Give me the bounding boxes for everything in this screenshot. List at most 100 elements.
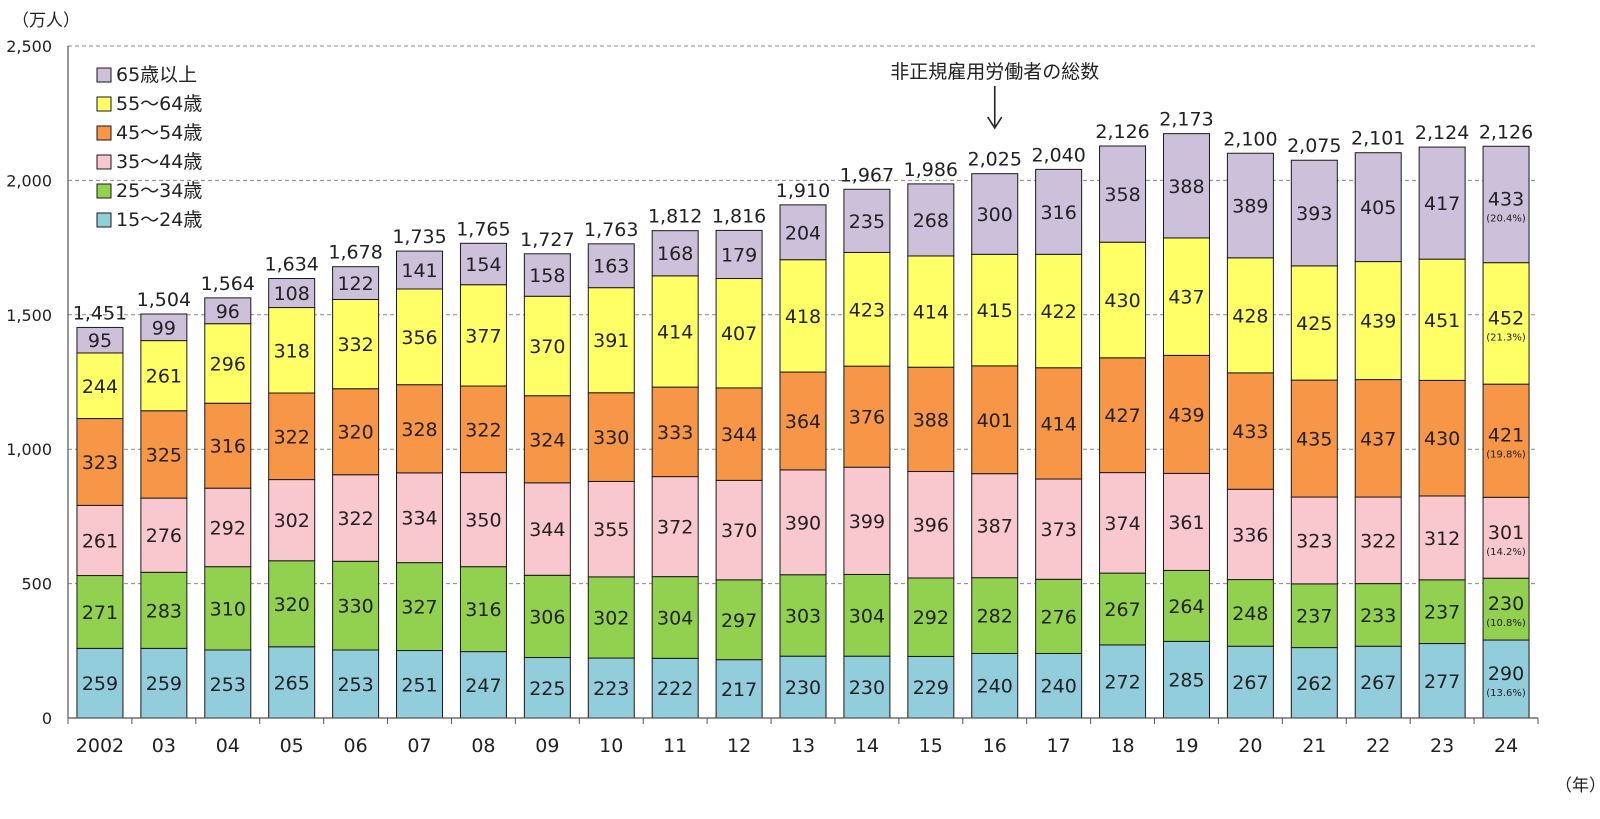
bar-segment <box>332 266 380 300</box>
percentage-label: (21.3%) <box>1486 332 1526 343</box>
data-label: 247 <box>465 675 501 697</box>
data-label: 318 <box>274 340 310 362</box>
data-label: 158 <box>529 265 565 287</box>
data-label: 312 <box>1424 528 1460 550</box>
bar-segment <box>651 275 699 388</box>
bar-segment <box>140 313 188 342</box>
x-tick-label: 05 <box>280 735 304 757</box>
bar-segment <box>268 560 316 648</box>
data-label: 325 <box>146 444 182 466</box>
bar-segment <box>1099 472 1147 574</box>
y-tick-label: 1,000 <box>6 440 52 459</box>
data-label: 388 <box>913 409 949 431</box>
data-label: 418 <box>785 306 821 328</box>
bar-segment <box>1418 643 1466 719</box>
total-label: 1,678 <box>328 242 382 264</box>
data-label: 439 <box>1168 404 1204 426</box>
total-label: 1,564 <box>201 273 255 295</box>
bar-segment <box>1226 579 1274 647</box>
bar-segment <box>715 387 763 481</box>
data-label: 399 <box>849 511 885 533</box>
total-label: 2,040 <box>1031 144 1085 166</box>
bar-segment <box>1035 168 1083 255</box>
data-label: 230 <box>849 677 885 699</box>
total-label: 1,735 <box>392 226 446 248</box>
data-label: 225 <box>529 678 565 700</box>
data-label: 322 <box>465 419 501 441</box>
bar-segment <box>843 251 891 367</box>
x-tick-label: 19 <box>1174 735 1198 757</box>
data-label: 179 <box>721 244 757 266</box>
y-axis-unit-label: （万人） <box>12 11 80 31</box>
data-label: 233 <box>1360 605 1396 627</box>
bar-segment <box>459 472 507 568</box>
data-label: 437 <box>1168 287 1204 309</box>
data-label: 292 <box>210 517 246 539</box>
bar-segment <box>204 402 252 489</box>
bar-segment <box>843 365 891 468</box>
data-label: 316 <box>1041 202 1077 224</box>
bar-segment <box>907 255 955 368</box>
axes: （万人） （年） 0 500 1,000 1,500 2,000 2,500 2002 03 0… <box>6 11 1600 796</box>
bar-segment <box>1035 478 1083 580</box>
data-label: 222 <box>657 678 693 700</box>
bar-segment <box>971 253 1019 367</box>
data-label: 388 <box>1168 176 1204 198</box>
bar-segment <box>1099 241 1147 359</box>
bar-segment <box>779 204 827 261</box>
data-label: 356 <box>401 327 437 349</box>
data-label: 108 <box>274 283 310 305</box>
data-label: 376 <box>849 407 885 429</box>
bar-segment <box>715 229 763 280</box>
data-label: 301 <box>1488 522 1524 544</box>
bar-segment <box>907 183 955 257</box>
bar-segment <box>1226 488 1274 581</box>
legend-swatch <box>96 96 112 112</box>
x-tick-label: 22 <box>1366 735 1390 757</box>
bar-segment <box>843 188 891 253</box>
data-label: 422 <box>1041 301 1077 323</box>
total-label: 2,124 <box>1415 122 1469 144</box>
x-axis-unit-label: （年） <box>1555 776 1600 796</box>
total-label: 1,812 <box>648 206 702 228</box>
bar-segment <box>268 392 316 481</box>
data-label: 99 <box>152 317 176 339</box>
annotation-arrow-head <box>987 116 1003 130</box>
data-label: 267 <box>1360 672 1396 694</box>
data-label: 396 <box>913 515 949 537</box>
legend-label: 35～44歳 <box>116 151 202 173</box>
bar-segment <box>907 577 955 657</box>
data-label: 237 <box>1296 606 1332 628</box>
data-label: 141 <box>401 260 437 282</box>
bar-segment <box>396 384 444 474</box>
legend-label: 15～24歳 <box>116 209 202 231</box>
legend-swatch <box>96 154 112 170</box>
bar-segment <box>268 646 316 719</box>
data-label: 433 <box>1232 421 1268 443</box>
data-label: 229 <box>913 677 949 699</box>
bar-segment <box>843 655 891 719</box>
bar-segment <box>396 472 444 564</box>
bar-segment <box>396 562 444 652</box>
total-label: 1,727 <box>520 229 574 251</box>
data-label: 283 <box>146 600 182 622</box>
data-label: 451 <box>1424 310 1460 332</box>
bar-segment <box>1482 383 1530 498</box>
x-tick-label: 03 <box>152 735 176 757</box>
total-label: 2,101 <box>1351 128 1405 150</box>
x-tick-label: 21 <box>1302 735 1326 757</box>
bar-segment <box>971 173 1019 255</box>
data-label: 390 <box>785 512 821 534</box>
bar-segment <box>779 371 827 471</box>
data-label: 302 <box>593 607 629 629</box>
data-label: 277 <box>1424 671 1460 693</box>
total-label: 1,765 <box>456 218 510 240</box>
data-label: 267 <box>1104 599 1140 621</box>
bar-segment <box>1226 645 1274 719</box>
data-label: 240 <box>1041 676 1077 698</box>
x-tick-label: 15 <box>919 735 943 757</box>
bar-segment <box>1482 145 1530 264</box>
y-tick-label: 2,500 <box>6 37 52 56</box>
bar-segment <box>651 476 699 578</box>
bar-segment <box>1418 258 1466 381</box>
